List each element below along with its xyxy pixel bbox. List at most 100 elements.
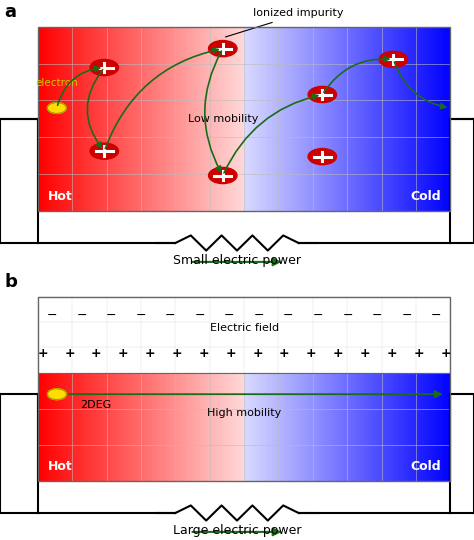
Text: +: + xyxy=(360,347,370,360)
Bar xyxy=(120,27,122,211)
Bar xyxy=(79,27,81,211)
Bar xyxy=(391,373,393,481)
Circle shape xyxy=(209,167,237,184)
Bar xyxy=(97,373,99,481)
Bar xyxy=(401,373,402,481)
Bar xyxy=(38,373,40,481)
Text: −: − xyxy=(76,309,87,322)
Circle shape xyxy=(47,103,66,113)
Bar xyxy=(232,373,234,481)
Bar xyxy=(324,27,326,211)
Bar xyxy=(230,373,232,481)
Bar xyxy=(138,27,140,211)
Bar xyxy=(291,373,292,481)
Bar xyxy=(279,27,280,211)
Bar xyxy=(134,373,136,481)
Bar xyxy=(152,373,154,481)
Bar xyxy=(259,373,261,481)
Bar xyxy=(228,373,229,481)
Bar xyxy=(366,373,368,481)
Bar xyxy=(340,27,342,211)
Bar xyxy=(273,27,275,211)
Text: −: − xyxy=(47,309,57,322)
Bar xyxy=(119,373,121,481)
Bar xyxy=(441,27,443,211)
Bar xyxy=(65,27,67,211)
Bar xyxy=(288,373,290,481)
Bar xyxy=(397,27,399,211)
Bar xyxy=(266,373,268,481)
Bar xyxy=(402,27,404,211)
Bar xyxy=(439,373,441,481)
Bar xyxy=(173,373,174,481)
Text: Cold: Cold xyxy=(410,460,441,473)
Bar xyxy=(86,373,88,481)
Bar xyxy=(225,373,227,481)
Bar xyxy=(254,373,255,481)
Bar xyxy=(258,27,260,211)
Bar xyxy=(336,373,338,481)
Bar xyxy=(357,373,359,481)
Bar xyxy=(67,373,69,481)
Bar xyxy=(206,373,208,481)
Bar xyxy=(170,27,172,211)
Bar xyxy=(108,27,110,211)
Bar xyxy=(116,27,118,211)
Bar xyxy=(219,373,221,481)
Bar xyxy=(403,27,405,211)
Bar xyxy=(446,373,448,481)
Bar xyxy=(364,27,365,211)
Bar xyxy=(166,27,168,211)
Bar xyxy=(248,373,250,481)
Bar xyxy=(258,373,260,481)
Bar xyxy=(343,373,345,481)
Bar xyxy=(348,27,350,211)
Bar xyxy=(379,373,381,481)
Bar xyxy=(376,27,378,211)
Text: +: + xyxy=(91,347,102,360)
Bar xyxy=(180,27,182,211)
Text: −: − xyxy=(401,309,412,322)
Bar xyxy=(127,27,129,211)
Bar xyxy=(169,373,170,481)
Bar xyxy=(39,27,41,211)
Bar xyxy=(155,373,156,481)
Bar xyxy=(447,373,449,481)
Bar xyxy=(41,373,43,481)
Bar xyxy=(57,373,59,481)
Bar xyxy=(196,27,198,211)
Bar xyxy=(221,27,223,211)
Bar xyxy=(189,27,191,211)
Bar xyxy=(435,27,437,211)
Bar xyxy=(356,27,357,211)
Bar xyxy=(71,373,73,481)
Bar xyxy=(366,27,368,211)
Bar xyxy=(178,27,180,211)
Bar xyxy=(248,27,250,211)
Bar xyxy=(331,373,333,481)
Bar xyxy=(224,373,225,481)
Bar xyxy=(157,27,159,211)
Bar xyxy=(203,27,205,211)
Bar xyxy=(63,27,64,211)
Bar xyxy=(156,27,158,211)
Bar xyxy=(151,373,153,481)
Bar xyxy=(272,373,273,481)
Bar xyxy=(72,27,74,211)
Bar xyxy=(99,27,100,211)
Bar xyxy=(137,27,139,211)
Bar xyxy=(149,27,151,211)
Bar xyxy=(309,27,310,211)
Bar xyxy=(100,27,101,211)
Bar xyxy=(181,373,183,481)
Bar xyxy=(76,27,78,211)
Bar xyxy=(238,27,240,211)
Bar xyxy=(70,27,72,211)
Bar xyxy=(395,27,397,211)
Bar xyxy=(46,373,48,481)
Bar xyxy=(105,27,107,211)
Text: Ionized impurity: Ionized impurity xyxy=(254,8,344,18)
Bar xyxy=(424,27,426,211)
Bar xyxy=(345,373,346,481)
Bar xyxy=(42,373,44,481)
